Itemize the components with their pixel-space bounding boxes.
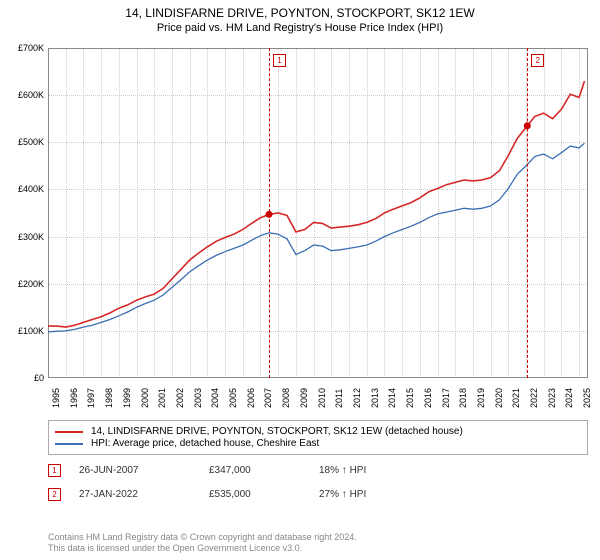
- x-tick-label: 2019: [476, 388, 486, 408]
- x-tick-label: 2003: [193, 388, 203, 408]
- x-tick-label: 2015: [405, 388, 415, 408]
- legend-row: 14, LINDISFARNE DRIVE, POYNTON, STOCKPOR…: [55, 426, 581, 437]
- x-tick-label: 2006: [246, 388, 256, 408]
- y-tick-label: £700K: [0, 43, 44, 53]
- legend-label: 14, LINDISFARNE DRIVE, POYNTON, STOCKPOR…: [91, 426, 463, 437]
- legend: 14, LINDISFARNE DRIVE, POYNTON, STOCKPOR…: [48, 420, 588, 455]
- legend-label: HPI: Average price, detached house, Ches…: [91, 438, 319, 449]
- x-tick-label: 2002: [175, 388, 185, 408]
- x-tick-label: 2025: [582, 388, 592, 408]
- sale-marker-icon: 2: [48, 488, 61, 501]
- sale-row: 1 26-JUN-2007 £347,000 18% ↑ HPI: [48, 464, 588, 477]
- chart-container: 14, LINDISFARNE DRIVE, POYNTON, STOCKPOR…: [0, 0, 600, 560]
- legend-swatch: [55, 431, 83, 433]
- chart-svg: [48, 48, 588, 378]
- x-tick-label: 1995: [51, 388, 61, 408]
- x-tick-label: 2014: [387, 388, 397, 408]
- x-tick-label: 2022: [529, 388, 539, 408]
- x-tick-label: 2004: [210, 388, 220, 408]
- footnote-line: This data is licensed under the Open Gov…: [48, 543, 588, 554]
- y-tick-label: £600K: [0, 90, 44, 100]
- chart-title: 14, LINDISFARNE DRIVE, POYNTON, STOCKPOR…: [0, 0, 600, 22]
- footnote: Contains HM Land Registry data © Crown c…: [48, 532, 588, 555]
- x-tick-label: 2001: [157, 388, 167, 408]
- sale-row: 2 27-JAN-2022 £535,000 27% ↑ HPI: [48, 488, 588, 501]
- y-tick-label: £500K: [0, 137, 44, 147]
- x-tick-label: 2008: [281, 388, 291, 408]
- x-tick-label: 1998: [104, 388, 114, 408]
- y-tick-label: £300K: [0, 232, 44, 242]
- x-tick-label: 2010: [317, 388, 327, 408]
- y-tick-label: £0: [0, 373, 44, 383]
- x-tick-label: 2000: [140, 388, 150, 408]
- x-tick-label: 2017: [441, 388, 451, 408]
- series-line-property: [48, 81, 585, 327]
- x-tick-label: 2011: [334, 389, 344, 408]
- y-tick-label: £200K: [0, 279, 44, 289]
- sale-price: £347,000: [209, 465, 319, 476]
- marker-label-icon: 2: [531, 54, 544, 67]
- sale-marker-icon: 1: [48, 464, 61, 477]
- x-tick-label: 1999: [122, 388, 132, 408]
- legend-row: HPI: Average price, detached house, Ches…: [55, 438, 581, 449]
- sale-diff: 27% ↑ HPI: [319, 489, 429, 500]
- x-tick-label: 2013: [370, 388, 380, 408]
- x-tick-label: 2012: [352, 388, 362, 408]
- footnote-line: Contains HM Land Registry data © Crown c…: [48, 532, 588, 543]
- y-tick-label: £100K: [0, 326, 44, 336]
- x-tick-label: 2021: [511, 388, 521, 408]
- series-line-hpi: [48, 143, 585, 332]
- sale-price: £535,000: [209, 489, 319, 500]
- chart-subtitle: Price paid vs. HM Land Registry's House …: [0, 22, 600, 38]
- x-tick-label: 2024: [564, 388, 574, 408]
- legend-swatch: [55, 443, 83, 445]
- sale-diff: 18% ↑ HPI: [319, 465, 429, 476]
- marker-label-icon: 1: [273, 54, 286, 67]
- x-tick-label: 1997: [86, 388, 96, 408]
- y-tick-label: £400K: [0, 184, 44, 194]
- x-tick-label: 2007: [263, 388, 273, 408]
- x-tick-label: 2020: [494, 388, 504, 408]
- x-tick-label: 2023: [547, 388, 557, 408]
- x-tick-label: 1996: [69, 388, 79, 408]
- sale-date: 27-JAN-2022: [79, 489, 209, 500]
- sale-date: 26-JUN-2007: [79, 465, 209, 476]
- x-tick-label: 2005: [228, 388, 238, 408]
- x-tick-label: 2009: [299, 388, 309, 408]
- x-tick-label: 2016: [423, 388, 433, 408]
- x-tick-label: 2018: [458, 388, 468, 408]
